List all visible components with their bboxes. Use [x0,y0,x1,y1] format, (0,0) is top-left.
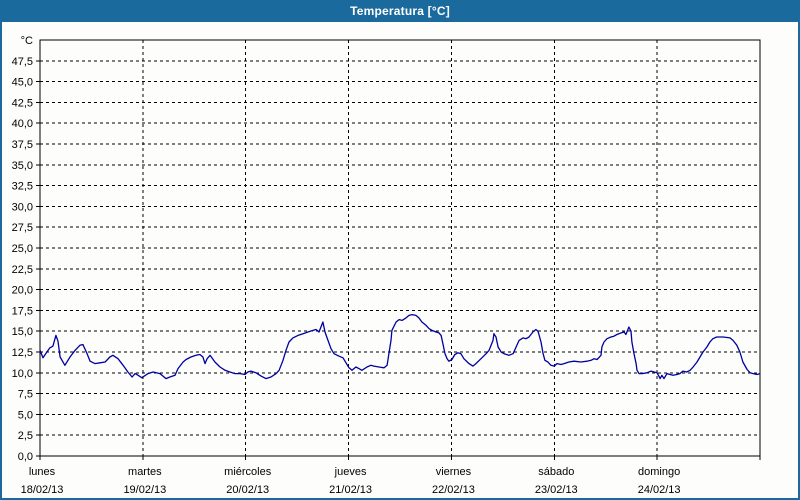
plot-border [39,39,761,457]
day-name-label: miércoles [224,466,272,478]
y-tick-label: 27,5 [12,222,33,234]
y-tick-label: 17,5 [12,305,33,317]
day-date-label: 20/02/13 [226,484,269,496]
y-tick-label: 2,5 [18,430,33,442]
day-date-label: 21/02/13 [329,484,372,496]
day-date-label: 18/02/13 [21,484,64,496]
y-tick-label: 45,0 [12,77,33,89]
day-name-label: jueves [334,466,367,478]
y-axis-unit-label: °C [21,35,33,47]
temperature-line [39,313,761,380]
day-name-label: domingo [638,466,680,478]
y-tick-label: 0,0 [18,451,33,463]
title-bar: Temperatura [°C] [0,0,800,22]
y-tick-label: 7,5 [18,389,33,401]
y-tick-label: 22,5 [12,264,33,276]
temperature-chart: 0,0 2,5 5,0 7,5 10,0 12,5 15,0 17,5 20,0 22,5 25,0… [12,35,761,496]
y-tick-label: 32,5 [12,181,33,193]
y-tick-label: 37,5 [12,139,33,151]
day-date-label: 22/02/13 [432,484,475,496]
y-tick-label: 25,0 [12,243,33,255]
y-tick-label: 35,0 [12,160,33,172]
day-name-label: lunes [29,466,56,478]
day-name-label: sábado [538,466,574,478]
y-tick-label: 5,0 [18,409,33,421]
window-title: Temperatura [°C] [350,4,450,18]
y-tick-label: 40,0 [12,118,33,130]
day-date-label: 23/02/13 [535,484,578,496]
chart-area: 0,0 2,5 5,0 7,5 10,0 12,5 15,0 17,5 20,0 22,5 25,0… [2,22,798,498]
day-name-label: martes [128,466,162,478]
y-tick-label: 47,5 [12,56,33,68]
y-tick-label: 10,0 [12,368,33,380]
day-date-label: 24/02/13 [638,484,681,496]
day-name-label: viernes [436,466,472,478]
y-tick-label: 15,0 [12,326,33,338]
y-tick-label: 30,0 [12,201,33,213]
y-tick-label: 42,5 [12,97,33,109]
day-date-label: 19/02/13 [123,484,166,496]
y-tick-label: 12,5 [12,347,33,359]
y-tick-label: 20,0 [12,285,33,297]
